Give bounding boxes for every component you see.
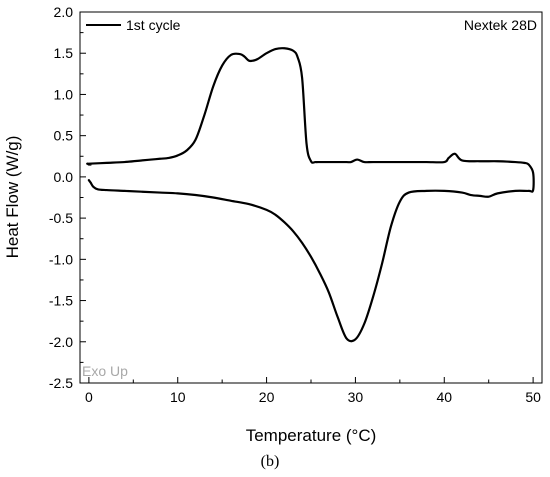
legend-entry-1st-cycle: 1st cycle <box>126 17 181 33</box>
y-tick-label: 1.5 <box>54 45 74 61</box>
x-tick-label: 40 <box>436 389 452 405</box>
x-axis-title: Temperature (°C) <box>246 426 377 445</box>
ticks-layer: 0 10 20 30 40 50 2.0 1.5 1.0 0.5 0.0 -0.5 -1.0 -1.5 -2… <box>49 4 541 405</box>
panel-label: (b) <box>261 453 280 470</box>
y-tick-label: 0.0 <box>54 169 74 185</box>
series-line-0 <box>86 47 535 343</box>
y-tick-label: 0.5 <box>54 128 74 144</box>
exo-up-label: Exo Up <box>82 363 128 379</box>
x-tick-label: 30 <box>348 389 364 405</box>
y-axis-title: Heat Flow (W/g) <box>3 136 22 259</box>
x-tick-label: 50 <box>525 389 541 405</box>
y-tick-label: 2.0 <box>54 4 74 20</box>
plot-frame <box>79 11 543 384</box>
series-layer <box>86 47 535 343</box>
y-tick-label: 1.0 <box>54 86 74 102</box>
x-tick-label: 10 <box>170 389 186 405</box>
y-tick-label: -1.5 <box>49 293 73 309</box>
y-tick-label: -0.5 <box>49 210 73 226</box>
y-tick-label: -1.0 <box>49 251 73 267</box>
x-tick-label: 20 <box>259 389 275 405</box>
x-tick-label: 0 <box>85 389 93 405</box>
y-tick-label: -2.0 <box>49 334 73 350</box>
y-tick-label: -2.5 <box>49 375 73 391</box>
sample-label: Nextek 28D <box>464 17 537 33</box>
